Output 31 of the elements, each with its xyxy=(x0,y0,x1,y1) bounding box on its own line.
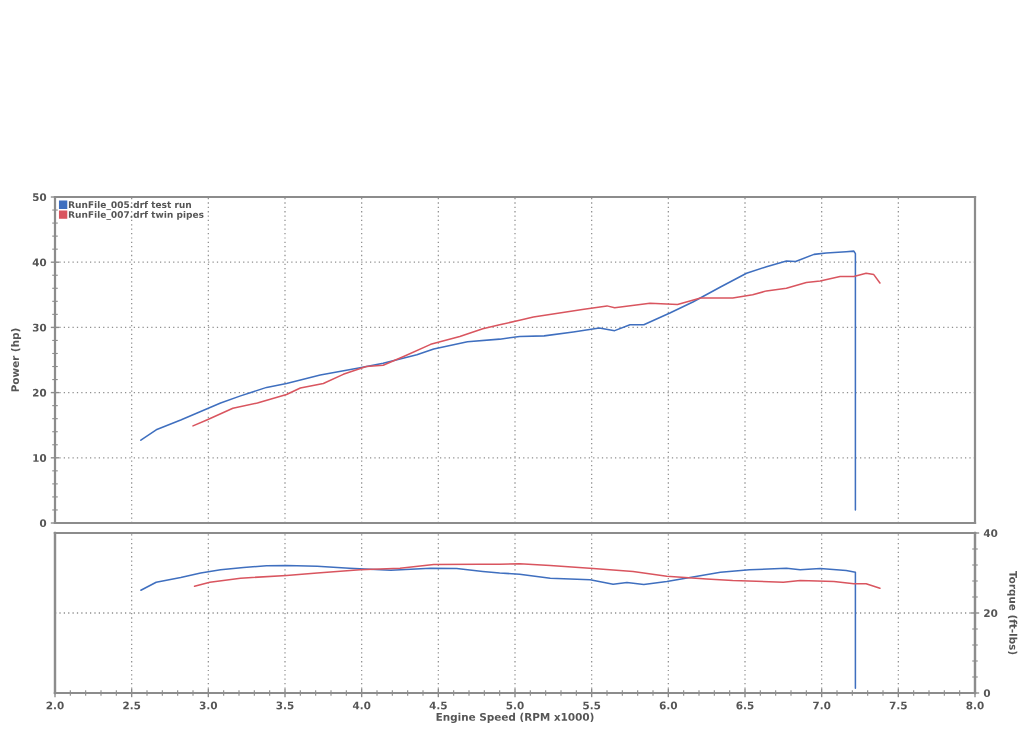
y-tick-label: 0 xyxy=(39,519,47,528)
x-tick-label: 7.0 xyxy=(813,701,831,710)
y2-tick-label: 0 xyxy=(983,689,991,698)
x-tick-label: 5.5 xyxy=(583,701,601,710)
y-axis-title: Power (hp) xyxy=(10,328,22,392)
y-tick-label: 10 xyxy=(33,454,47,462)
x-tick-label: 2.5 xyxy=(123,701,141,710)
y2-tick-label: 20 xyxy=(984,609,998,618)
y-tick-label: 40 xyxy=(32,258,47,267)
line-series xyxy=(140,564,857,689)
x-tick-label: 4.5 xyxy=(429,701,447,710)
x-tick-label: 8.0 xyxy=(966,701,984,710)
line-series xyxy=(140,250,857,511)
x-tick-label: 2.0 xyxy=(46,701,64,710)
y-tick-label: 50 xyxy=(32,193,47,202)
x-tick-label: 6.0 xyxy=(659,701,678,710)
x-tick-label: 4.0 xyxy=(352,701,371,710)
legend-label: RunFile_005.drf test run xyxy=(68,201,192,211)
y-tick-label: 20 xyxy=(32,388,47,397)
legend-label: RunFile_007.drf twin pipes xyxy=(68,210,204,220)
y2-tick-label: 40 xyxy=(983,529,998,538)
x-tick-label: 3.5 xyxy=(276,701,294,710)
x-tick-label: 5.0 xyxy=(506,701,524,710)
line-series xyxy=(192,272,881,427)
x-axis-title: Engine Speed (RPM x1000) xyxy=(436,712,594,723)
x-tick-label: 7.5 xyxy=(889,701,907,710)
x-tick-label: 6.5 xyxy=(736,701,754,710)
line-series xyxy=(193,563,881,589)
y-tick-label: 30 xyxy=(32,323,47,332)
y2-axis-title: Torque (ft-lbs) xyxy=(1007,570,1018,655)
x-tick-label: 3.0 xyxy=(199,701,218,710)
